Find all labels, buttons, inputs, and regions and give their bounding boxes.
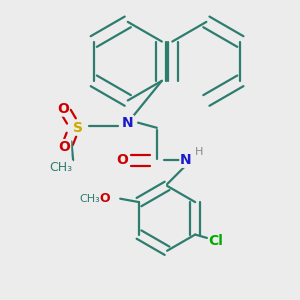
- Text: Cl: Cl: [208, 234, 223, 248]
- Text: N: N: [122, 116, 134, 130]
- Text: S: S: [73, 121, 83, 135]
- Text: O: O: [59, 140, 70, 154]
- Text: CH₃: CH₃: [79, 194, 100, 204]
- Text: O: O: [117, 153, 129, 167]
- Text: H: H: [195, 147, 203, 157]
- Text: CH₃: CH₃: [50, 160, 73, 174]
- Text: O: O: [57, 102, 69, 116]
- Text: N: N: [180, 153, 192, 167]
- Text: O: O: [100, 192, 110, 205]
